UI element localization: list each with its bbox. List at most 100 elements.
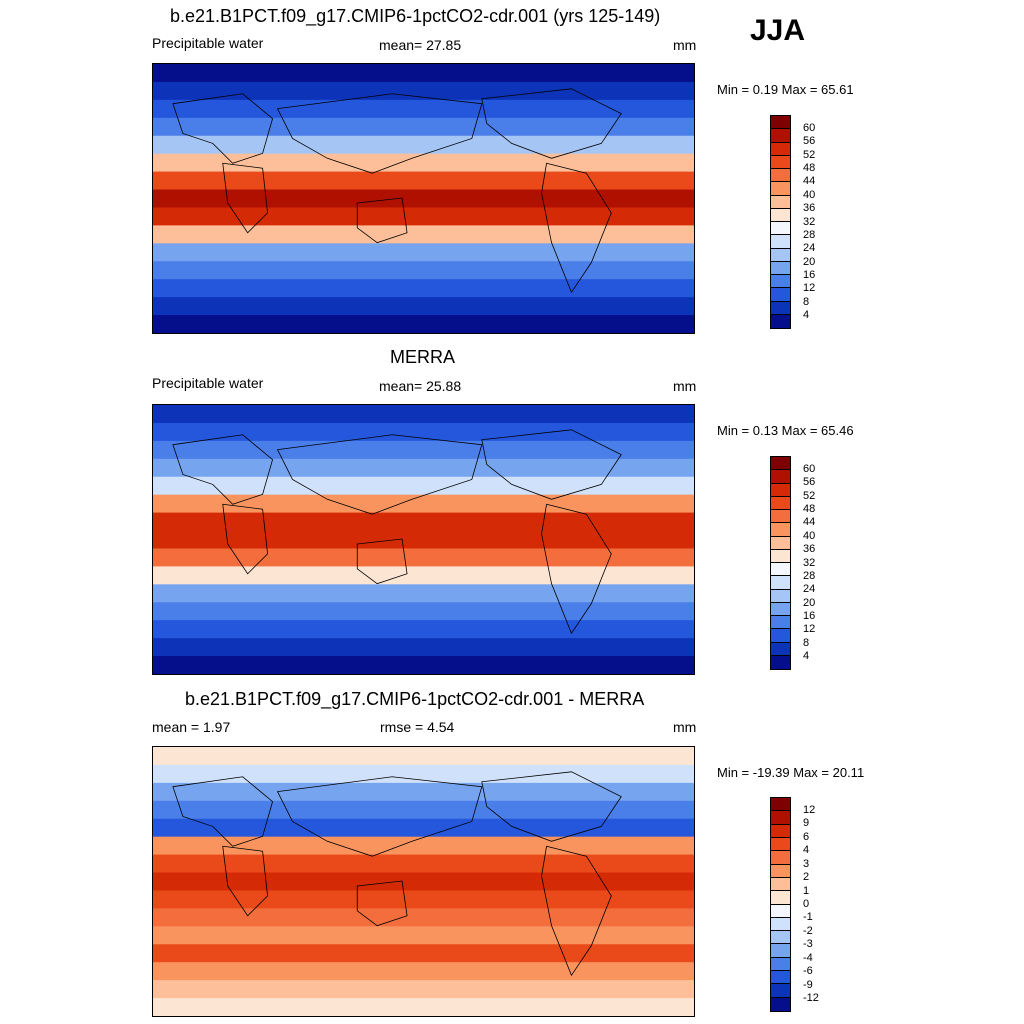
field-band [153, 99, 694, 119]
colorbar-segment [771, 314, 790, 328]
coastline [276, 776, 483, 857]
field-band [153, 458, 694, 478]
panel-2-units: mm [673, 378, 697, 394]
field-band [153, 944, 694, 963]
field-band [153, 440, 694, 460]
coastline [541, 162, 612, 294]
field-band [153, 315, 694, 333]
colorbar-tick-label: 0 [803, 898, 810, 910]
colorbar-segment [771, 984, 790, 998]
colorbar-segment [771, 301, 790, 315]
panel-3-colorbar [770, 797, 791, 1012]
panel-2-title: MERRA [390, 347, 456, 367]
panel-3-units: mm [673, 719, 697, 735]
colorbar-tick-label: 12 [803, 803, 816, 816]
colorbar-tick-label: 32 [803, 556, 816, 569]
panel-1-title: b.e21.B1PCT.f09_g17.CMIP6-1pctCO2-cdr.00… [170, 6, 661, 26]
colorbar-segment [771, 824, 790, 838]
field-band [153, 405, 694, 424]
field-band [153, 782, 694, 802]
colorbar-segment [771, 616, 790, 630]
field-band [153, 980, 694, 999]
colorbar-segment [771, 877, 790, 892]
coastline [356, 197, 408, 244]
field-band [153, 836, 694, 856]
colorbar-segment [771, 261, 790, 275]
coastline [356, 880, 408, 927]
coastline [356, 538, 408, 585]
panel-1-variable-label: Precipitable water [152, 35, 264, 51]
coastline [222, 845, 268, 917]
colorbar-tick-label: 1 [803, 884, 810, 897]
colorbar-tick-label: 2 [803, 871, 810, 884]
colorbar-segment [771, 957, 790, 972]
field-band [153, 548, 694, 567]
colorbar-segment [771, 275, 790, 289]
panel-3-contour-field [153, 747, 694, 1016]
colorbar-tick-label: 6 [803, 830, 810, 843]
colorbar-tick-label: -12 [803, 992, 819, 1005]
colorbar-segment [771, 129, 790, 143]
colorbar-tick-label: 48 [803, 162, 816, 174]
colorbar-segment [771, 155, 790, 169]
colorbar-segment [771, 457, 790, 471]
coastline [481, 771, 622, 842]
colorbar-tick-label: 48 [803, 503, 816, 515]
field-band [153, 135, 694, 155]
panel-1-map [152, 63, 695, 334]
coastline [276, 434, 483, 515]
coastline [172, 776, 274, 847]
colorbar-tick-label: 36 [803, 543, 816, 556]
colorbar-tick-label: 52 [803, 489, 816, 502]
panel-3-title: b.e21.B1PCT.f09_g17.CMIP6-1pctCO2-cdr.00… [185, 689, 645, 709]
field-band [153, 494, 694, 514]
colorbar-segment [771, 195, 790, 209]
colorbar-tick-label: 16 [803, 269, 816, 281]
colorbar-tick-label: 4 [803, 309, 810, 322]
colorbar-tick-label: 3 [803, 857, 810, 870]
colorbar-tick-label: -3 [803, 938, 813, 951]
field-band [153, 872, 694, 891]
panel-1-units: mm [673, 37, 697, 53]
colorbar-tick-label: -1 [803, 911, 813, 924]
field-band [153, 818, 694, 838]
colorbar-segment [771, 811, 790, 825]
colorbar-segment [771, 642, 790, 656]
colorbar-segment [771, 182, 790, 196]
colorbar-tick-label: -4 [803, 951, 813, 964]
colorbar-tick-label: 44 [803, 516, 816, 529]
colorbar-tick-label: 44 [803, 175, 816, 188]
colorbar-tick-label: 32 [803, 215, 816, 228]
field-band [153, 171, 694, 191]
colorbar-segment [771, 904, 790, 918]
field-band [153, 189, 694, 208]
field-band [153, 747, 694, 766]
colorbar-tick-label: 40 [803, 529, 816, 542]
field-band [153, 207, 694, 226]
panel-3-mean: mean = 1.97 [152, 719, 231, 735]
field-band [153, 764, 694, 784]
colorbar-segment [771, 864, 790, 878]
field-band [153, 656, 694, 674]
panel-1-colorbar [770, 115, 791, 329]
colorbar-tick-label: 28 [803, 569, 816, 582]
colorbar-segment [771, 235, 790, 249]
colorbar-segment [771, 851, 790, 865]
colorbar-segment [771, 837, 790, 852]
colorbar-segment [771, 798, 790, 812]
colorbar-segment [771, 563, 790, 577]
field-band [153, 638, 694, 657]
field-band [153, 261, 694, 280]
colorbar-tick-label: 4 [803, 650, 810, 663]
panel-2-variable-label: Precipitable water [152, 375, 264, 391]
colorbar-segment [771, 917, 790, 932]
field-band [153, 64, 694, 83]
coastline [172, 93, 274, 164]
field-band [153, 962, 694, 981]
coastline [172, 434, 274, 505]
colorbar-tick-label: 60 [803, 462, 816, 475]
colorbar-segment [771, 248, 790, 262]
colorbar-segment [771, 483, 790, 497]
field-band [153, 81, 694, 101]
colorbar-tick-label: 9 [803, 817, 810, 830]
